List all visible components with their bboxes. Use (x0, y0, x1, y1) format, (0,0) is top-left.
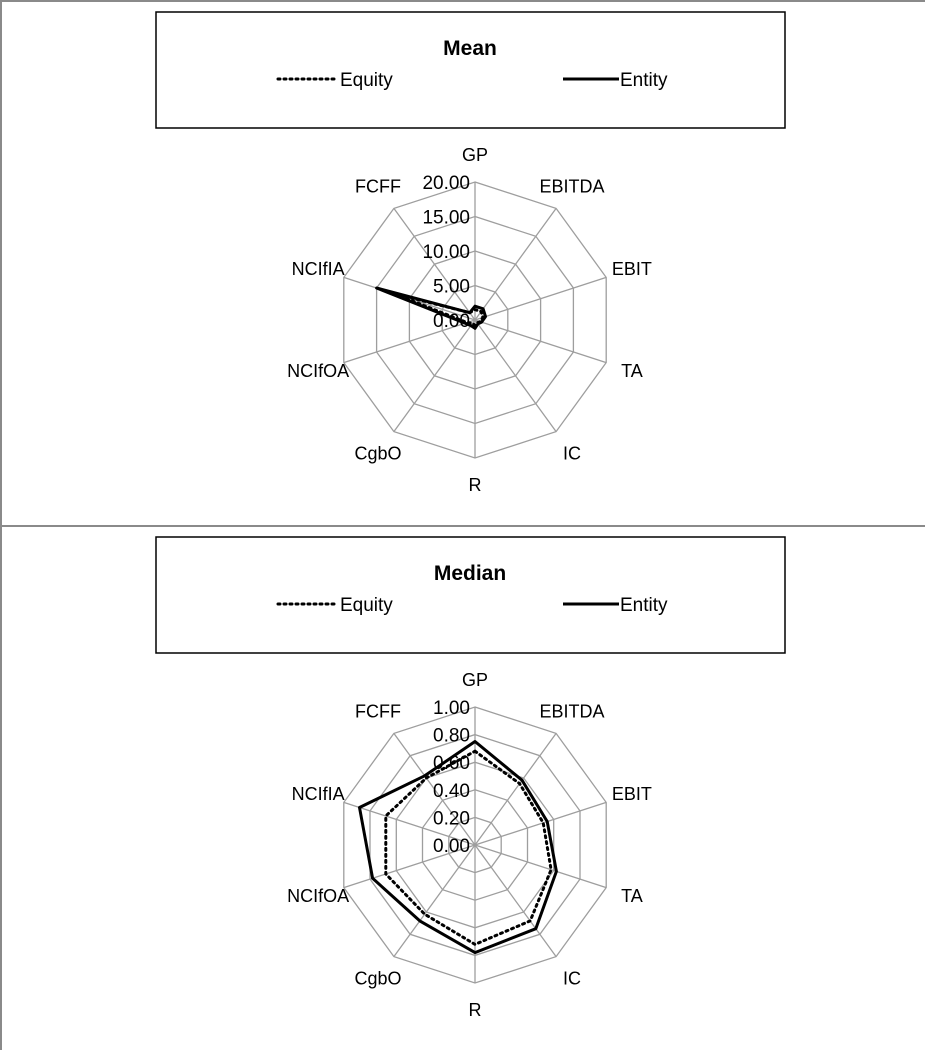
median-chart-panel: Median Equity Entity GP EBITDA EBIT TA IC R Cg… (0, 525, 925, 1050)
axis-spoke (343, 844, 476, 889)
chart-frame (0, 525, 925, 1050)
category-label: EBIT (612, 259, 652, 279)
axis-spoke (474, 319, 607, 364)
legend: Median Equity Entity (155, 536, 786, 654)
category-label: NCIfIA (292, 784, 345, 804)
legend-box (155, 11, 786, 129)
axis-spoke (474, 207, 557, 321)
legend-entity-label: Entity (620, 70, 668, 91)
tick-label: 0.00 (433, 836, 470, 857)
legend-equity-label: Equity (340, 70, 393, 91)
axis-spoke (393, 319, 476, 433)
axis-spoke (393, 732, 476, 846)
category-label: GP (462, 670, 488, 690)
chart-frame (0, 0, 925, 525)
series-equity (384, 749, 553, 947)
chart-title: Mean (443, 37, 497, 60)
mean-radar-chart: Mean Equity Entity GP EBITDA EBIT TA IC R CgbO… (0, 0, 925, 525)
mean-chart-panel: Mean Equity Entity GP EBITDA EBIT TA IC R CgbO… (0, 0, 925, 525)
axis-spoke (474, 319, 557, 433)
radar-plot-area: GP EBITDA EBIT TA IC R CgbO NCIfOA NCIfIA FCFF 0.0… (287, 145, 652, 495)
category-label: R (469, 1000, 482, 1020)
category-label: TA (621, 886, 643, 906)
legend-entity-label: Entity (620, 595, 668, 616)
series-entity (358, 740, 558, 955)
axis-spoke (474, 844, 607, 889)
axis-spoke (474, 844, 557, 958)
category-label: R (469, 475, 482, 495)
legend-equity-label: Equity (340, 595, 393, 616)
tick-label: 15.00 (422, 208, 470, 229)
radar-plot-area: GP EBITDA EBIT TA IC R CgbO NCIfOA NCIfIA FCFF 0.0… (287, 670, 652, 1020)
category-label: TA (621, 361, 643, 381)
axis-spoke (474, 801, 607, 846)
tick-label: 10.00 (422, 242, 470, 263)
category-label: EBIT (612, 784, 652, 804)
category-label: EBITDA (539, 702, 604, 722)
category-label: FCFF (355, 702, 401, 722)
median-radar-chart: Median Equity Entity GP EBITDA EBIT TA IC R Cg… (0, 525, 925, 1050)
category-label: NCIfOA (287, 361, 349, 381)
category-label: IC (563, 444, 581, 464)
tick-label: 0.20 (433, 808, 470, 829)
tick-label: 5.00 (433, 277, 470, 298)
tick-label: 1.00 (433, 698, 470, 719)
tick-label: 20.00 (422, 173, 470, 194)
category-label: CgbO (354, 969, 401, 989)
category-label: GP (462, 145, 488, 165)
category-label: CgbO (354, 444, 401, 464)
axis-spoke (343, 319, 476, 364)
tick-label: 0.80 (433, 726, 470, 747)
category-label: NCIfIA (292, 259, 345, 279)
axis-spoke (393, 844, 476, 958)
tick-label: 0.40 (433, 781, 470, 802)
legend: Mean Equity Entity (155, 11, 786, 129)
category-label: FCFF (355, 177, 401, 197)
tick-label: 0.00 (433, 311, 470, 332)
series-entity (375, 286, 487, 330)
axis-spoke (393, 207, 476, 321)
category-label: NCIfOA (287, 886, 349, 906)
axis-spoke (474, 732, 557, 846)
axis-spoke (474, 276, 607, 321)
category-label: EBITDA (539, 177, 604, 197)
legend-box (155, 536, 786, 654)
category-label: IC (563, 969, 581, 989)
chart-title: Median (434, 562, 506, 585)
tick-label: 0.60 (433, 753, 470, 774)
axis-spoke (343, 801, 476, 846)
